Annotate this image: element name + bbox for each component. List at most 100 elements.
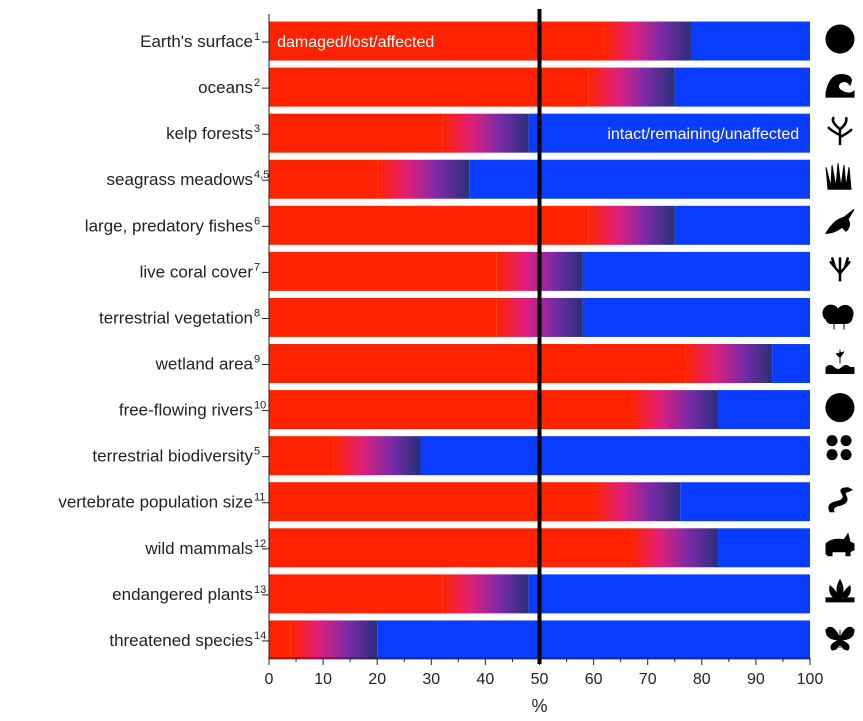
bar-uncertainty <box>631 390 719 430</box>
x-tick-label: 30 <box>422 671 440 688</box>
bar-intact <box>528 113 810 153</box>
category-ref: 7 <box>254 261 260 273</box>
lotus-icon <box>825 578 855 603</box>
bar-uncertainty <box>442 113 529 153</box>
biodiversity-icon-shape <box>826 435 852 461</box>
x-tick-label: 80 <box>693 671 711 688</box>
bar-uncertainty <box>333 436 421 476</box>
x-tick-label: 70 <box>639 671 657 688</box>
bar-damaged <box>269 574 443 614</box>
bar-damaged <box>269 113 443 153</box>
bar-uncertainty <box>588 205 675 245</box>
bar-intact <box>680 482 810 522</box>
bar-uncertainty <box>631 528 719 568</box>
bar-damaged <box>269 205 589 245</box>
bar-intact <box>582 251 810 291</box>
river-icon-shape <box>825 393 855 423</box>
category-label: wild mammals <box>144 539 253 558</box>
rhino-icon-shape <box>825 532 855 557</box>
category-ref: 5 <box>254 446 260 458</box>
bar-uncertainty <box>588 67 675 107</box>
bar-intact <box>690 21 810 61</box>
category-label: live coral cover <box>140 262 254 281</box>
bar-uncertainty <box>593 482 681 522</box>
wave-icon-shape <box>825 74 855 98</box>
bar-uncertainty <box>377 159 470 199</box>
annotation-damaged: damaged/lost/affected <box>277 34 434 51</box>
butterfly-icon-shape <box>825 626 855 651</box>
x-tick-label: 60 <box>585 671 603 688</box>
bar-damaged <box>269 297 497 337</box>
trees-icon-shape <box>822 304 854 330</box>
bar-damaged <box>269 390 632 430</box>
category-ref: 13 <box>254 584 266 596</box>
bar-intact <box>582 297 810 337</box>
bar-intact <box>674 67 810 107</box>
butterfly-icon <box>825 626 855 651</box>
x-tick-label: 100 <box>797 671 824 688</box>
category-label: seagrass meadows <box>107 170 253 189</box>
bar-intact <box>772 344 810 384</box>
category-ref: 11 <box>254 492 265 504</box>
category-label: wetland area <box>155 355 254 374</box>
category-label: oceans <box>198 78 253 97</box>
kelp-icon <box>827 116 853 146</box>
bar-damaged <box>269 344 686 384</box>
bar-damaged <box>269 67 589 107</box>
category-ref: 9 <box>254 354 260 366</box>
snake-icon <box>828 487 854 513</box>
category-ref: 10 <box>254 400 266 412</box>
marlin-icon <box>825 208 855 234</box>
category-label: terrestrial biodiversity <box>92 447 253 466</box>
category-label: kelp forests <box>166 124 253 143</box>
wetland-icon-shape <box>825 349 855 375</box>
lotus-icon-shape <box>825 578 855 603</box>
rhino-icon <box>825 532 855 557</box>
category-label: large, predatory fishes <box>85 216 253 235</box>
globe-icon <box>825 24 855 54</box>
category-ref: 12 <box>254 538 266 550</box>
x-axis-title: % <box>531 696 547 716</box>
bar-intact <box>718 528 810 568</box>
snake-icon-shape <box>828 487 854 513</box>
bar-uncertainty <box>290 620 378 660</box>
wave-icon <box>825 74 855 98</box>
category-ref: 6 <box>254 215 260 227</box>
x-tick-label: 50 <box>531 671 549 688</box>
category-labels: Earth's surface 1 oceans 2 kelp forests 3 seag… <box>58 31 269 650</box>
category-ref: 14 <box>254 630 266 642</box>
bar-intact <box>674 205 810 245</box>
bar-intact <box>420 436 810 476</box>
category-ref: 1 <box>254 31 260 43</box>
bar-uncertainty <box>442 574 529 614</box>
bar-damaged <box>269 482 594 522</box>
x-tick-label: 0 <box>265 671 274 688</box>
seagrass-icon <box>825 163 852 190</box>
trees-icon <box>822 304 854 330</box>
coral-icon <box>829 257 851 282</box>
x-tick-label: 40 <box>477 671 495 688</box>
category-label: free-flowing rivers <box>119 401 253 420</box>
bars-group <box>269 21 810 660</box>
bar-damaged <box>269 436 334 476</box>
category-ref: 4,5 <box>254 169 269 181</box>
x-tick-label: 10 <box>314 671 332 688</box>
x-axis: 0 10 20 30 40 50 60 70 80 90 100% <box>265 14 824 716</box>
bar-damaged <box>269 21 605 61</box>
bar-damaged <box>269 528 632 568</box>
category-ref: 8 <box>254 307 260 319</box>
category-ref: 2 <box>254 77 260 89</box>
biodiversity-icon <box>826 435 852 461</box>
bar-damaged <box>269 251 497 291</box>
globe-icon-shape <box>825 24 855 54</box>
bar-intact <box>377 620 810 660</box>
category-label: Earth's surface <box>140 32 253 51</box>
bar-uncertainty <box>685 344 773 384</box>
bar-intact <box>469 159 810 199</box>
bar-intact <box>528 574 810 614</box>
category-label: endangered plants <box>112 585 253 604</box>
category-ref: 3 <box>254 123 260 135</box>
bar-uncertainty <box>604 21 691 61</box>
x-tick-label: 90 <box>747 671 765 688</box>
